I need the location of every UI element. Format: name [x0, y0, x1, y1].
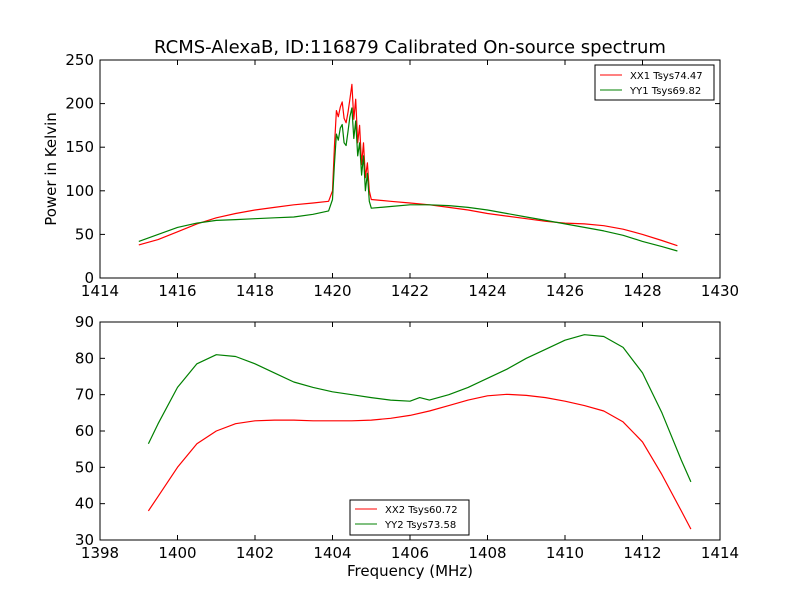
bottom-series-line-2	[147, 334, 692, 483]
top-series-line-2	[138, 107, 678, 252]
bottom-y-tick-label: 30	[75, 531, 94, 549]
top-y-axis-label: Power in Kelvin	[42, 112, 60, 226]
bottom-x-axis-label: Frequency (MHz)	[347, 562, 473, 580]
top-legend: XX1 Tsys74.47 YY1 Tsys69.82	[594, 64, 715, 101]
top-panel: 1414 1416 1418 1420 1422 1424 1426 1428 1430 0 50…	[42, 51, 739, 300]
top-x-tick-label: 1424	[468, 282, 506, 300]
top-y-tick-label: 150	[65, 138, 94, 156]
bottom-x-ticks: 1398 1400 1402 1404 1406 1408 1410 1412 1414	[81, 322, 739, 562]
bottom-x-tick-label: 1402	[236, 544, 274, 562]
bottom-legend-label-xx2: XX2 Tsys60.72	[385, 505, 458, 516]
top-x-tick-label: 1426	[546, 282, 584, 300]
bottom-y-tick-label: 90	[75, 313, 94, 331]
top-x-tick-label: 1414	[81, 282, 119, 300]
bottom-x-tick-label: 1406	[391, 544, 429, 562]
bottom-x-tick-label: 1412	[623, 544, 661, 562]
top-series-line-1	[138, 83, 678, 247]
bottom-x-tick-label: 1408	[468, 544, 506, 562]
top-x-tick-label: 1428	[623, 282, 661, 300]
bottom-x-tick-label: 1400	[158, 544, 196, 562]
top-x-tick-label: 1422	[391, 282, 429, 300]
bottom-panel: 1398 1400 1402 1404 1406 1408 1410 1412 1414 30 4…	[75, 313, 739, 580]
bottom-y-tick-label: 40	[75, 495, 94, 513]
bottom-x-tick-label: 1414	[701, 544, 739, 562]
bottom-x-tick-label: 1398	[81, 544, 119, 562]
bottom-x-tick-label: 1404	[313, 544, 351, 562]
bottom-y-tick-label: 50	[75, 458, 94, 476]
top-legend-box	[594, 64, 715, 101]
top-y-ticks: 0 50 100 150 200 250	[65, 51, 720, 287]
bottom-legend-label-yy2: YY2 Tsys73.58	[384, 520, 456, 531]
top-x-tick-label: 1420	[313, 282, 351, 300]
top-x-ticks: 1414 1416 1418 1420 1422 1424 1426 1428 1430	[81, 60, 739, 300]
bottom-legend-box	[349, 499, 470, 536]
chart-title: RCMS-AlexaB, ID:116879 Calibrated On-sou…	[154, 37, 666, 58]
top-y-tick-label: 50	[75, 225, 94, 243]
top-series-group	[138, 83, 678, 252]
bottom-legend: XX2 Tsys60.72 YY2 Tsys73.58	[349, 499, 470, 536]
bottom-series-line-1	[147, 393, 692, 530]
top-x-tick-label: 1416	[158, 282, 196, 300]
top-x-tick-label: 1418	[236, 282, 274, 300]
bottom-y-tick-label: 60	[75, 422, 94, 440]
top-x-tick-label: 1430	[701, 282, 739, 300]
top-y-tick-label: 200	[65, 95, 94, 113]
bottom-y-tick-label: 80	[75, 349, 94, 367]
bottom-x-tick-label: 1410	[546, 544, 584, 562]
top-legend-label-xx1: XX1 Tsys74.47	[630, 71, 703, 82]
bottom-y-tick-label: 70	[75, 386, 94, 404]
bottom-series-group	[147, 334, 692, 530]
bottom-y-ticks: 30 40 50 60 70 80 90	[75, 313, 720, 549]
top-y-tick-label: 100	[65, 182, 94, 200]
top-legend-label-yy1: YY1 Tsys69.82	[629, 86, 701, 97]
top-y-tick-label: 0	[84, 269, 94, 287]
top-y-tick-label: 250	[65, 51, 94, 69]
